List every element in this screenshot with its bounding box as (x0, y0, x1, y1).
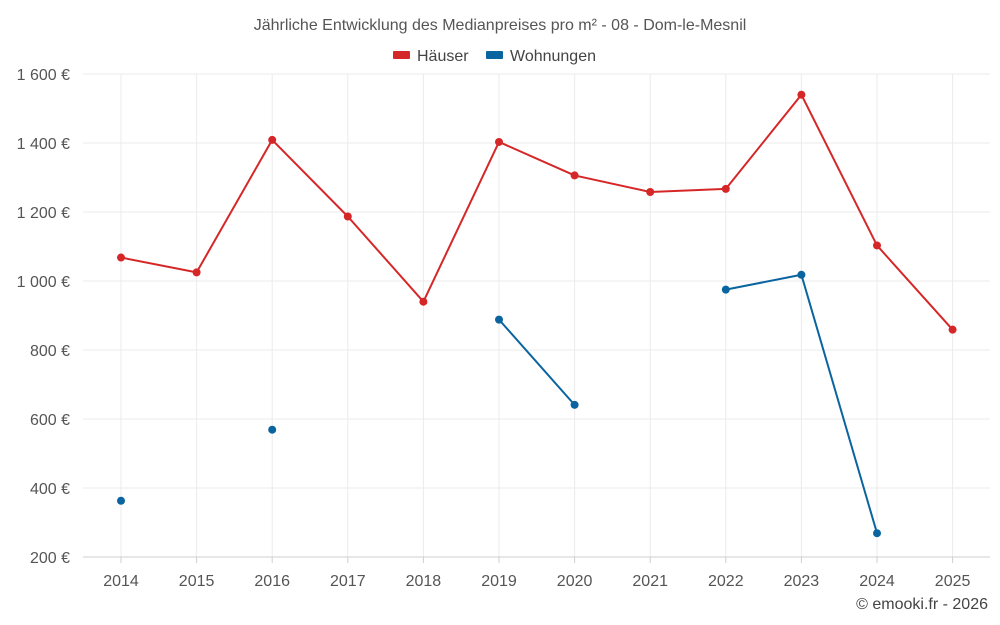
data-point[interactable] (873, 529, 881, 538)
chart-title: Jährliche Entwicklung des Medianpreises … (254, 17, 747, 34)
data-point[interactable] (268, 425, 277, 434)
x-tick-label: 2022 (708, 573, 744, 590)
data-point[interactable] (646, 187, 655, 196)
y-tick-label: 400 € (30, 481, 70, 498)
data-point[interactable] (873, 241, 881, 250)
legend-label-haeuser: Häuser (417, 48, 469, 65)
data-point[interactable] (192, 268, 201, 277)
y-tick-label: 600 € (30, 412, 70, 429)
data-point[interactable] (948, 325, 957, 334)
data-point[interactable] (797, 90, 806, 99)
chart-legend: Häuser Wohnungen (393, 48, 596, 65)
y-axis-ticks: 200 € 400 € 600 € 800 € 1 000 € 1 200 € 1 400 … (17, 67, 70, 567)
legend-swatch-wohnungen (486, 51, 503, 59)
chart-grid (83, 73, 990, 557)
data-point[interactable] (117, 253, 125, 262)
x-tick-label: 2023 (784, 573, 820, 590)
data-point[interactable] (495, 137, 503, 146)
data-point[interactable] (419, 297, 428, 306)
data-point[interactable] (721, 184, 730, 193)
x-tick-label: 2025 (935, 573, 971, 590)
x-tick-label: 2015 (179, 573, 215, 590)
y-tick-label: 1 000 € (17, 274, 70, 291)
series-line-segment (120, 93, 954, 331)
x-tick-label: 2016 (254, 573, 290, 590)
data-point[interactable] (268, 135, 277, 144)
legend-swatch-haeuser (393, 51, 410, 59)
data-point[interactable] (570, 400, 579, 409)
credit-text: © emooki.fr - 2026 (856, 596, 988, 613)
x-axis-ticks: 2014 2015 2016 2017 2018 2019 2020 2021 2022 2023… (103, 557, 970, 590)
y-tick-label: 1 400 € (17, 136, 70, 153)
data-point[interactable] (570, 171, 579, 180)
legend-label-wohnungen: Wohnungen (510, 48, 596, 65)
series-line-segment (498, 318, 576, 406)
data-point[interactable] (495, 315, 503, 324)
x-tick-label: 2018 (406, 573, 442, 590)
data-point[interactable] (117, 496, 125, 505)
data-point[interactable] (797, 270, 806, 279)
data-point[interactable] (721, 285, 730, 294)
y-tick-label: 800 € (30, 343, 70, 360)
series-layer (117, 90, 957, 538)
y-tick-label: 200 € (30, 550, 70, 567)
y-tick-label: 1 600 € (17, 67, 70, 84)
y-tick-label: 1 200 € (17, 205, 70, 222)
x-tick-label: 2017 (330, 573, 366, 590)
series-wohnungen (117, 270, 881, 538)
x-tick-label: 2014 (103, 573, 139, 590)
series-haeuser (117, 90, 957, 334)
legend-item-haeuser[interactable]: Häuser (393, 48, 469, 65)
x-tick-label: 2020 (557, 573, 593, 590)
data-point[interactable] (343, 212, 352, 221)
x-tick-label: 2021 (632, 573, 668, 590)
x-tick-label: 2024 (859, 573, 895, 590)
x-tick-label: 2019 (481, 573, 517, 590)
legend-item-wohnungen[interactable]: Wohnungen (486, 48, 596, 65)
